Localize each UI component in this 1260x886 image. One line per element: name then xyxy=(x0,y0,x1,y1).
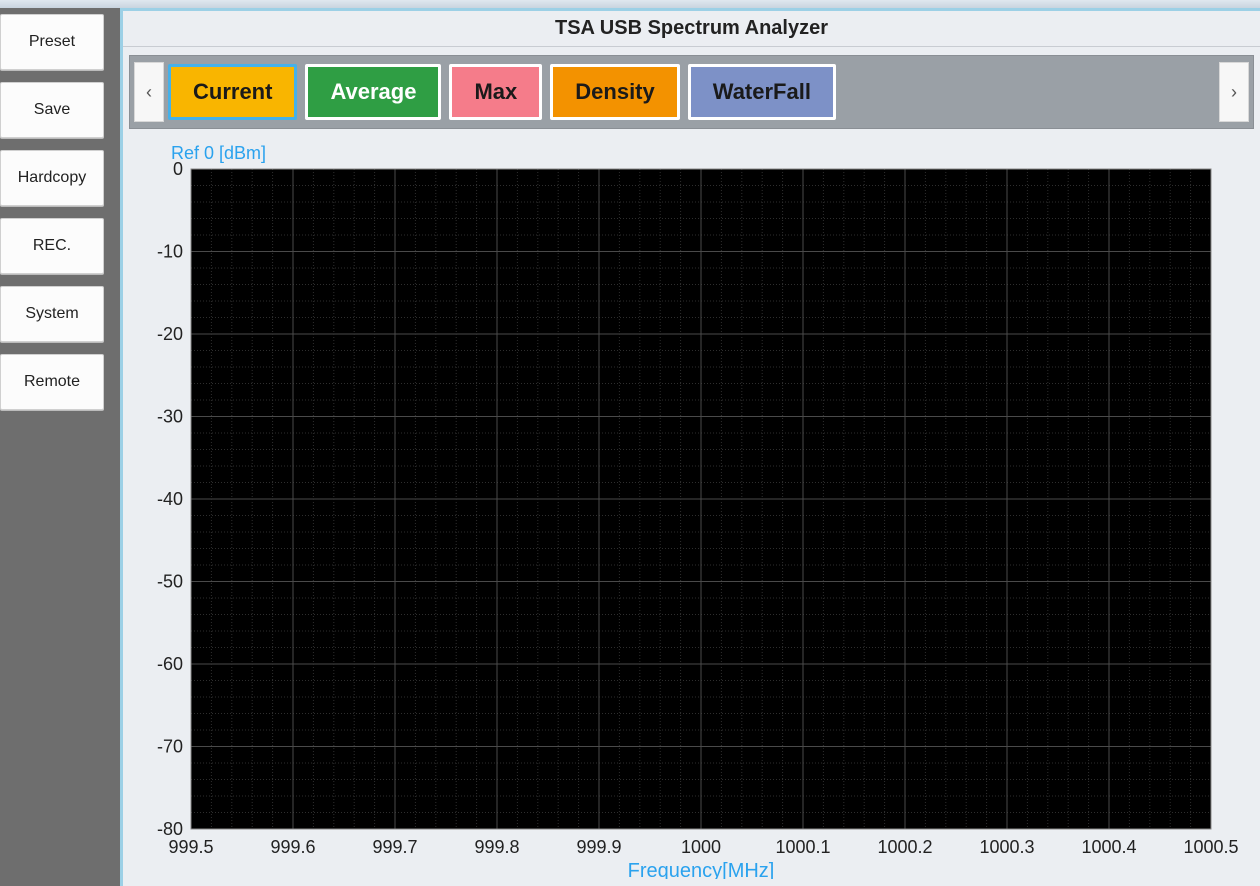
svg-text:999.7: 999.7 xyxy=(372,837,417,857)
svg-text:1000.1: 1000.1 xyxy=(775,837,830,857)
svg-text:-20: -20 xyxy=(157,324,183,344)
system-label: System xyxy=(25,305,78,323)
svg-text:999.5: 999.5 xyxy=(168,837,213,857)
save-label: Save xyxy=(34,101,70,119)
svg-text:1000.4: 1000.4 xyxy=(1081,837,1136,857)
hardcopy-label: Hardcopy xyxy=(18,169,86,187)
svg-text:-80: -80 xyxy=(157,819,183,839)
tabs-host: CurrentAverageMaxDensityWaterFall xyxy=(168,64,844,120)
hardcopy-button[interactable]: Hardcopy xyxy=(0,150,104,206)
svg-text:1000.2: 1000.2 xyxy=(877,837,932,857)
svg-text:-40: -40 xyxy=(157,489,183,509)
svg-text:-50: -50 xyxy=(157,572,183,592)
svg-text:1000.3: 1000.3 xyxy=(979,837,1034,857)
remote-button[interactable]: Remote xyxy=(0,354,104,410)
tab-average[interactable]: Average xyxy=(305,64,441,120)
svg-text:999.6: 999.6 xyxy=(270,837,315,857)
tab-max[interactable]: Max xyxy=(449,64,542,120)
app-title: TSA USB Spectrum Analyzer xyxy=(555,17,828,40)
svg-text:-10: -10 xyxy=(157,242,183,262)
svg-text:999.8: 999.8 xyxy=(474,837,519,857)
main-panel: TSA USB Spectrum Analyzer ‹ CurrentAvera… xyxy=(120,8,1260,886)
tab-waterfall[interactable]: WaterFall xyxy=(688,64,836,120)
window-top-strip xyxy=(0,0,1260,8)
svg-text:1000.5: 1000.5 xyxy=(1183,837,1238,857)
preset-label: Preset xyxy=(29,33,75,51)
tab-density[interactable]: Density xyxy=(550,64,679,120)
spectrum-plot-svg: 0-10-20-30-40-50-60-70-80999.5999.6999.7… xyxy=(131,139,1249,879)
svg-text:-60: -60 xyxy=(157,654,183,674)
svg-text:-30: -30 xyxy=(157,407,183,427)
chevron-right-icon: › xyxy=(1231,82,1237,103)
rec-label: REC. xyxy=(33,237,71,255)
remote-label: Remote xyxy=(24,373,80,391)
tab-scroll-left[interactable]: ‹ xyxy=(134,62,164,122)
save-button[interactable]: Save xyxy=(0,82,104,138)
system-button[interactable]: System xyxy=(0,286,104,342)
preset-button[interactable]: Preset xyxy=(0,14,104,70)
spectrum-chart: Ref 0 [dBm] 0-10-20-30-40-50-60-70-80999… xyxy=(131,139,1256,879)
rec-button[interactable]: REC. xyxy=(0,218,104,274)
svg-text:999.9: 999.9 xyxy=(576,837,621,857)
tab-scroll-right[interactable]: › xyxy=(1219,62,1249,122)
app-title-bar: TSA USB Spectrum Analyzer xyxy=(123,11,1260,47)
svg-text:1000: 1000 xyxy=(681,837,721,857)
svg-text:-70: -70 xyxy=(157,737,183,757)
ref-level-label: Ref 0 [dBm] xyxy=(171,143,266,164)
chevron-left-icon: ‹ xyxy=(146,82,152,103)
tab-current[interactable]: Current xyxy=(168,64,297,120)
svg-text:Frequency[MHz]: Frequency[MHz] xyxy=(628,860,775,879)
sidebar: Preset Save Hardcopy REC. System Remote xyxy=(0,8,112,886)
trace-tab-strip: ‹ CurrentAverageMaxDensityWaterFall › xyxy=(129,55,1254,129)
